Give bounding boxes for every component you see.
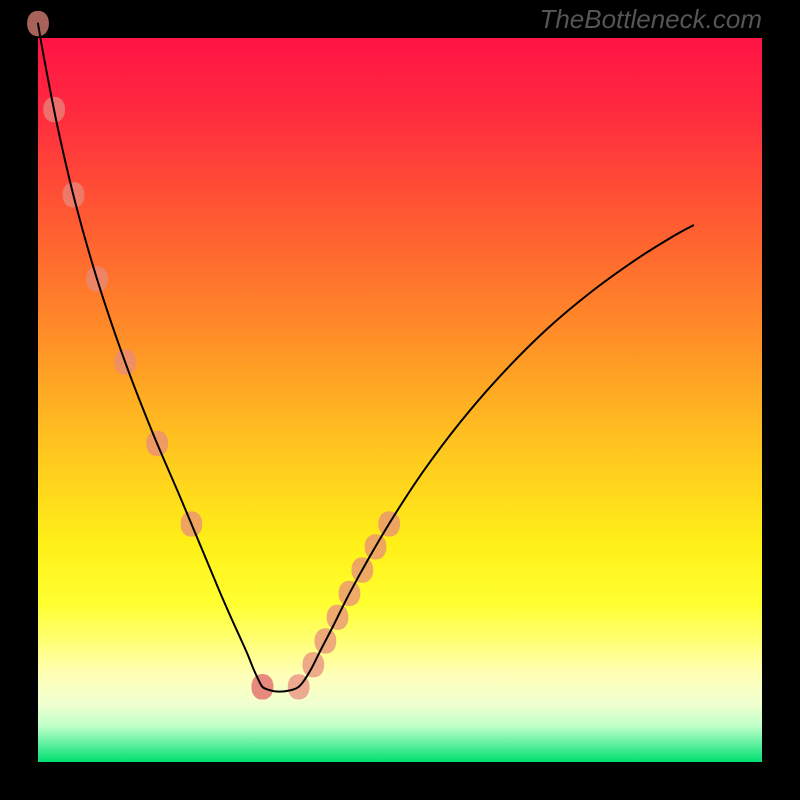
bottleneck-curve [38,24,693,692]
plot-area [38,38,762,762]
watermark-text: TheBottleneck.com [539,4,762,35]
markers-group [27,11,400,700]
curve-layer [38,38,762,762]
